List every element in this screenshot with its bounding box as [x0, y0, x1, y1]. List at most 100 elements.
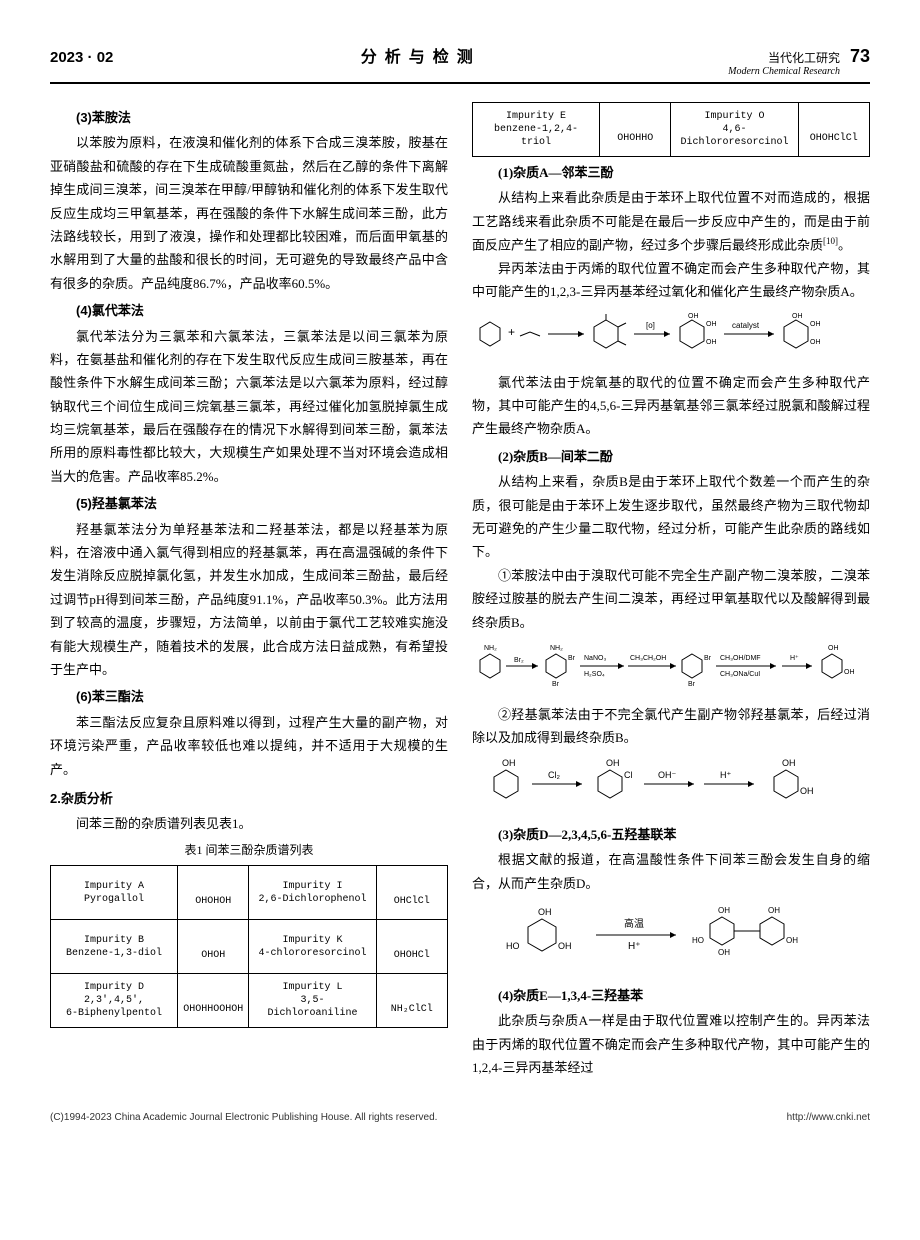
footer-url: http://www.cnki.net [787, 1109, 870, 1127]
svg-text:Br: Br [552, 681, 560, 688]
svg-text:OH: OH [706, 339, 717, 346]
method-3-body: 以苯胺为原料，在液溴和催化剂的体系下合成三溴苯胺，胺基在亚硝酸盐和硫酸的存在下生… [50, 131, 448, 295]
impurity-o-name: Impurity O4,6-Dichlororesorcinol [671, 103, 798, 157]
impurity-k-structure: OHOHCl [376, 920, 447, 974]
svg-text:OH⁻: OH⁻ [658, 770, 677, 780]
method-4-body: 氯代苯法分为三氯苯和六氯苯法，三氯苯法是以间三氯苯为原料，在氨基盐和催化剂的存在… [50, 325, 448, 489]
table-row: Impurity BBenzene-1,3-diol OHOH Impurity… [51, 920, 448, 974]
impurity-table-ext: Impurity Ebenzene-1,2,4-triol OHOHHO Imp… [472, 102, 870, 157]
page-header: 2023 · 02 分析与检测 当代化工研究 Modern Chemical R… [50, 40, 870, 84]
svg-text:NH₂: NH₂ [484, 645, 497, 652]
catalyst-label: catalyst [732, 321, 760, 330]
ref-10: [10] [823, 236, 838, 246]
impurity-b-body1: ①苯胺法中由于溴取代可能不完全生产副产物二溴苯胺，二溴苯胺经过胺基的脱去产生间二… [472, 564, 870, 634]
section-2-heading: 2.杂质分析 [50, 787, 448, 810]
right-column: Impurity Ebenzene-1,2,4-triol OHOHHO Imp… [472, 102, 870, 1079]
svg-text:NaNO₃: NaNO₃ [584, 655, 606, 662]
copyright-text: (C)1994-2023 China Academic Journal Elec… [50, 1109, 437, 1127]
svg-text:H⁺: H⁺ [790, 655, 799, 662]
journal-title-block: 当代化工研究 Modern Chemical Research [728, 51, 840, 78]
impurity-k-name: Impurity K4-chlororesorcinol [249, 920, 376, 974]
impurity-l-name: Impurity L3,5-Dichloroaniline [249, 974, 376, 1028]
impurity-i-structure: OHClCl [376, 866, 447, 920]
svg-text:CH₃ONa/CuI: CH₃ONa/CuI [720, 671, 760, 678]
table-row: Impurity D2,3',4,5',6-Biphenylpentol OHO… [51, 974, 448, 1028]
oxidation-label: [o] [646, 321, 655, 330]
impurity-a-text: 从结构上来看此杂质是由于苯环上取代位置不对而造成的，根据工艺路线来看此杂质不可能… [472, 190, 870, 252]
svg-text:Br₂: Br₂ [514, 657, 524, 664]
svg-text:Br: Br [704, 655, 712, 662]
method-6-heading: (6)苯三酯法 [50, 685, 448, 708]
table-row: Impurity APyrogallol OHOHOH Impurity I2,… [51, 866, 448, 920]
impurity-a-body2: 异丙苯法由于丙烯的取代位置不确定而会产生多种取代产物，其中可能产生的1,2,3-… [472, 257, 870, 304]
svg-text:HO: HO [692, 936, 704, 945]
svg-text:OH: OH [844, 669, 855, 676]
svg-text:HO: HO [506, 941, 520, 951]
method-5-heading: (5)羟基氯苯法 [50, 492, 448, 515]
impurity-table: Impurity APyrogallol OHOHOH Impurity I2,… [50, 865, 448, 1028]
impurity-a-name: Impurity APyrogallol [51, 866, 178, 920]
impurity-b-heading: (2)杂质B—间苯二酚 [472, 445, 870, 468]
impurity-a-tail: 。 [838, 238, 851, 253]
table-1-caption: 表1 间苯三酚杂质谱列表 [50, 840, 448, 862]
method-4-heading: (4)氯代苯法 [50, 299, 448, 322]
svg-text:OH: OH [718, 948, 730, 957]
svg-text:+: + [508, 325, 515, 339]
impurity-l-structure: NH₂ClCl [376, 974, 447, 1028]
impurity-d-heading: (3)杂质D—2,3,4,5,6-五羟基联苯 [472, 823, 870, 846]
svg-text:OH: OH [706, 321, 717, 328]
svg-text:NH₂: NH₂ [550, 645, 563, 652]
svg-text:OH: OH [800, 786, 814, 796]
impurity-d-body: 根据文献的报道，在高温酸性条件下间苯三酚会发生自身的缩合，从而产生杂质D。 [472, 848, 870, 895]
impurity-e-body: 此杂质与杂质A一样是由于取代位置难以控制产生的。异丙苯法由于丙烯的取代位置不确定… [472, 1009, 870, 1079]
svg-text:OH: OH [768, 906, 780, 915]
impurity-a-heading: (1)杂质A—邻苯三酚 [472, 161, 870, 184]
svg-text:OH: OH [828, 645, 839, 652]
reaction-scheme-1: + [o] OHOHOH catalyst OHOHOH [472, 310, 870, 365]
method-6-body: 苯三酯法反应复杂且原料难以得到，过程产生大量的副产物，对环境污染严重，产品收率较… [50, 711, 448, 781]
svg-text:OH: OH [810, 339, 821, 346]
impurity-d-structure: OHOHHOOHOH [178, 974, 249, 1028]
svg-text:CH₃OH/DMF: CH₃OH/DMF [720, 655, 761, 662]
svg-text:高温: 高温 [624, 917, 644, 930]
method-3-heading: (3)苯胺法 [50, 106, 448, 129]
svg-text:OH: OH [786, 936, 798, 945]
reaction-scheme-2: NH₂ Br₂ NH₂ Br Br NaNO₃ H₂SO₄ CH₃CH₂OH Br Br… [472, 640, 870, 697]
svg-text:OH: OH [688, 313, 699, 320]
impurity-e-heading: (4)杂质E—1,3,4-三羟基苯 [472, 984, 870, 1007]
svg-text:OH: OH [718, 906, 730, 915]
issue-label: 2023 · 02 [50, 44, 113, 71]
svg-text:Br: Br [568, 655, 576, 662]
page-footer: (C)1994-2023 China Academic Journal Elec… [50, 1109, 870, 1127]
svg-text:OH: OH [558, 941, 572, 951]
impurity-b-structure: OHOH [178, 920, 249, 974]
section-title: 分析与检测 [113, 44, 728, 73]
impurity-a-body: 从结构上来看此杂质是由于苯环上取代位置不对而造成的，根据工艺路线来看此杂质不可能… [472, 186, 870, 257]
svg-text:CH₃CH₂OH: CH₃CH₂OH [630, 655, 666, 662]
svg-text:OH: OH [538, 907, 552, 917]
page-number: 73 [850, 40, 870, 72]
impurity-i-name: Impurity I2,6-Dichlorophenol [249, 866, 376, 920]
impurity-a-structure: OHOHOH [178, 866, 249, 920]
journal-en: Modern Chemical Research [728, 66, 840, 77]
svg-text:OH: OH [810, 321, 821, 328]
impurity-b-name: Impurity BBenzene-1,3-diol [51, 920, 178, 974]
impurity-e-name: Impurity Ebenzene-1,2,4-triol [473, 103, 600, 157]
svg-text:Cl: Cl [624, 770, 633, 780]
table-row: Impurity Ebenzene-1,2,4-triol OHOHHO Imp… [473, 103, 870, 157]
svg-text:Br: Br [688, 681, 696, 688]
section-2-intro: 间苯三酚的杂质谱列表见表1。 [50, 812, 448, 835]
impurity-d-name: Impurity D2,3',4,5',6-Biphenylpentol [51, 974, 178, 1028]
two-column-layout: (3)苯胺法 以苯胺为原料，在液溴和催化剂的体系下合成三溴苯胺，胺基在亚硝酸盐和… [50, 102, 870, 1079]
journal-cn: 当代化工研究 [768, 51, 840, 65]
reaction-scheme-3: OH Cl₂ OHCl OH⁻ H⁺ OHOH [472, 756, 870, 817]
svg-text:H₂SO₄: H₂SO₄ [584, 671, 605, 678]
method-5-body: 羟基氯苯法分为单羟基苯法和二羟基苯法，都是以羟基苯为原料，在溶液中通入氯气得到相… [50, 518, 448, 682]
left-column: (3)苯胺法 以苯胺为原料，在液溴和催化剂的体系下合成三溴苯胺，胺基在亚硝酸盐和… [50, 102, 448, 1079]
svg-text:OH: OH [782, 758, 796, 768]
impurity-b-body2: ②羟基氯苯法由于不完全氯代产生副产物邻羟基氯苯，后经过消除以及加成得到最终杂质B… [472, 703, 870, 750]
svg-text:H⁺: H⁺ [720, 770, 731, 780]
svg-text:OH: OH [502, 758, 516, 768]
impurity-e-structure: OHOHHO [600, 103, 671, 157]
impurity-b-body: 从结构上来看，杂质B是由于苯环上取代个数差一个而产生的杂质，很可能是由于苯环上发… [472, 470, 870, 564]
